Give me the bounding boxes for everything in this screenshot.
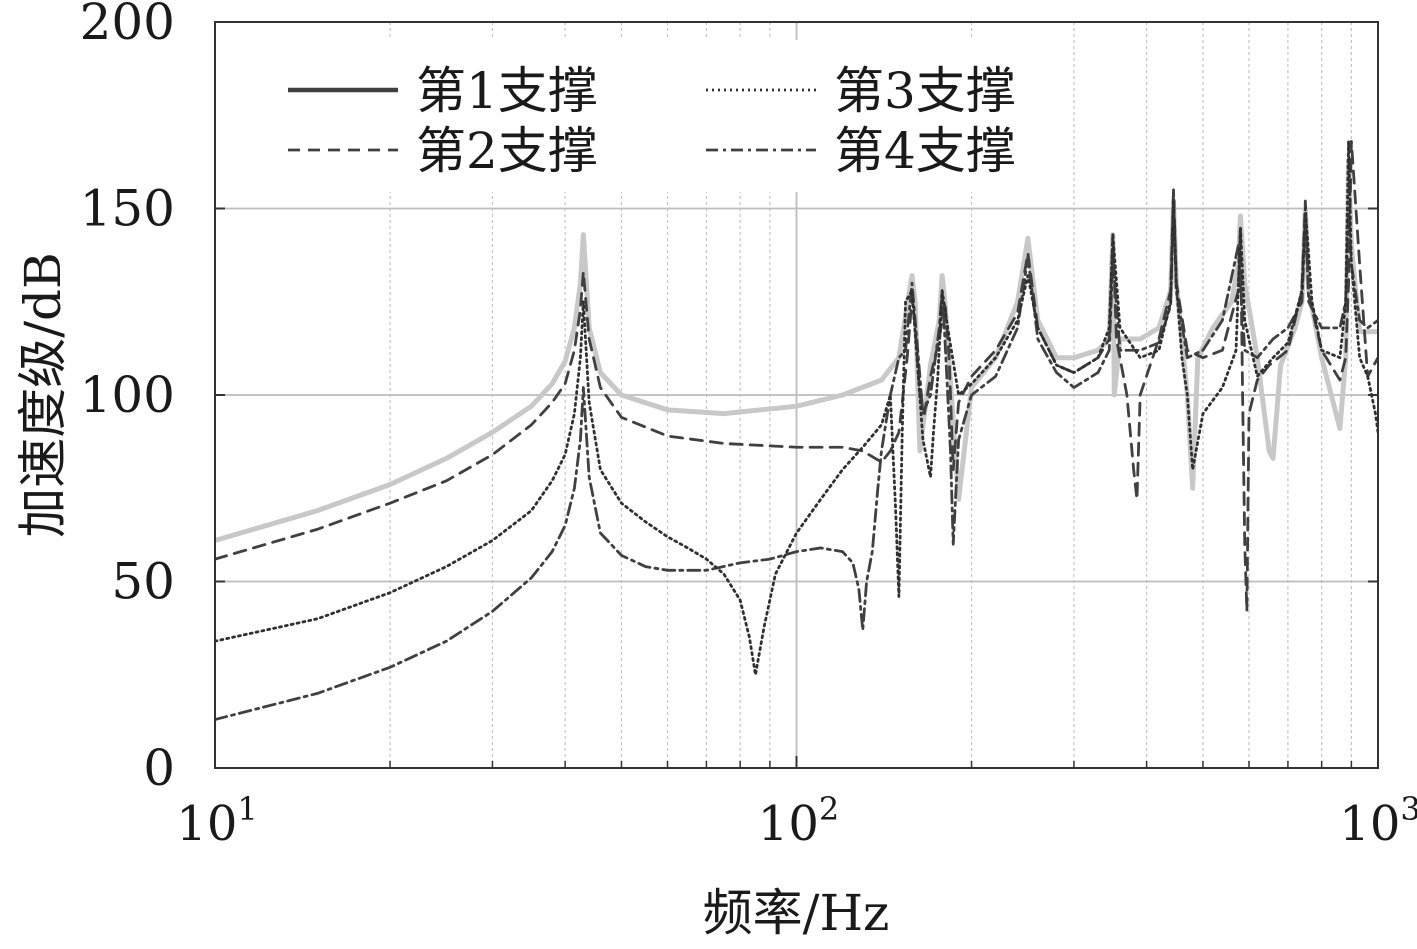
y-tick-label: 200 [80, 0, 175, 51]
x-tick-label: 101 [176, 790, 257, 852]
series-group [215, 139, 1378, 721]
y-tick-label: 100 [80, 366, 175, 424]
series-line-1 [215, 157, 1378, 543]
legend-background [262, 40, 1062, 192]
y-tick-label: 150 [80, 180, 175, 238]
legend-label-1: 第1支撑 [416, 62, 598, 120]
x-axis-label: 频率/Hz [703, 884, 890, 942]
series-line-3 [215, 139, 1378, 677]
series-line-2 [215, 139, 1378, 613]
series-line-4 [215, 188, 1378, 721]
y-axis-label: 加速度级/dB [14, 252, 72, 538]
legend-label-2: 第2支撑 [416, 122, 598, 180]
y-tick-label: 0 [143, 739, 175, 797]
x-tick-label: 102 [758, 790, 839, 852]
x-tick-label: 103 [1339, 790, 1417, 852]
legend-label-3: 第3支撑 [834, 62, 1016, 120]
axis-ticks: 0 50 100 150 200 101 102 103 [80, 0, 1417, 852]
legend-label-4: 第4支撑 [834, 122, 1016, 180]
y-tick-label: 50 [111, 553, 175, 611]
